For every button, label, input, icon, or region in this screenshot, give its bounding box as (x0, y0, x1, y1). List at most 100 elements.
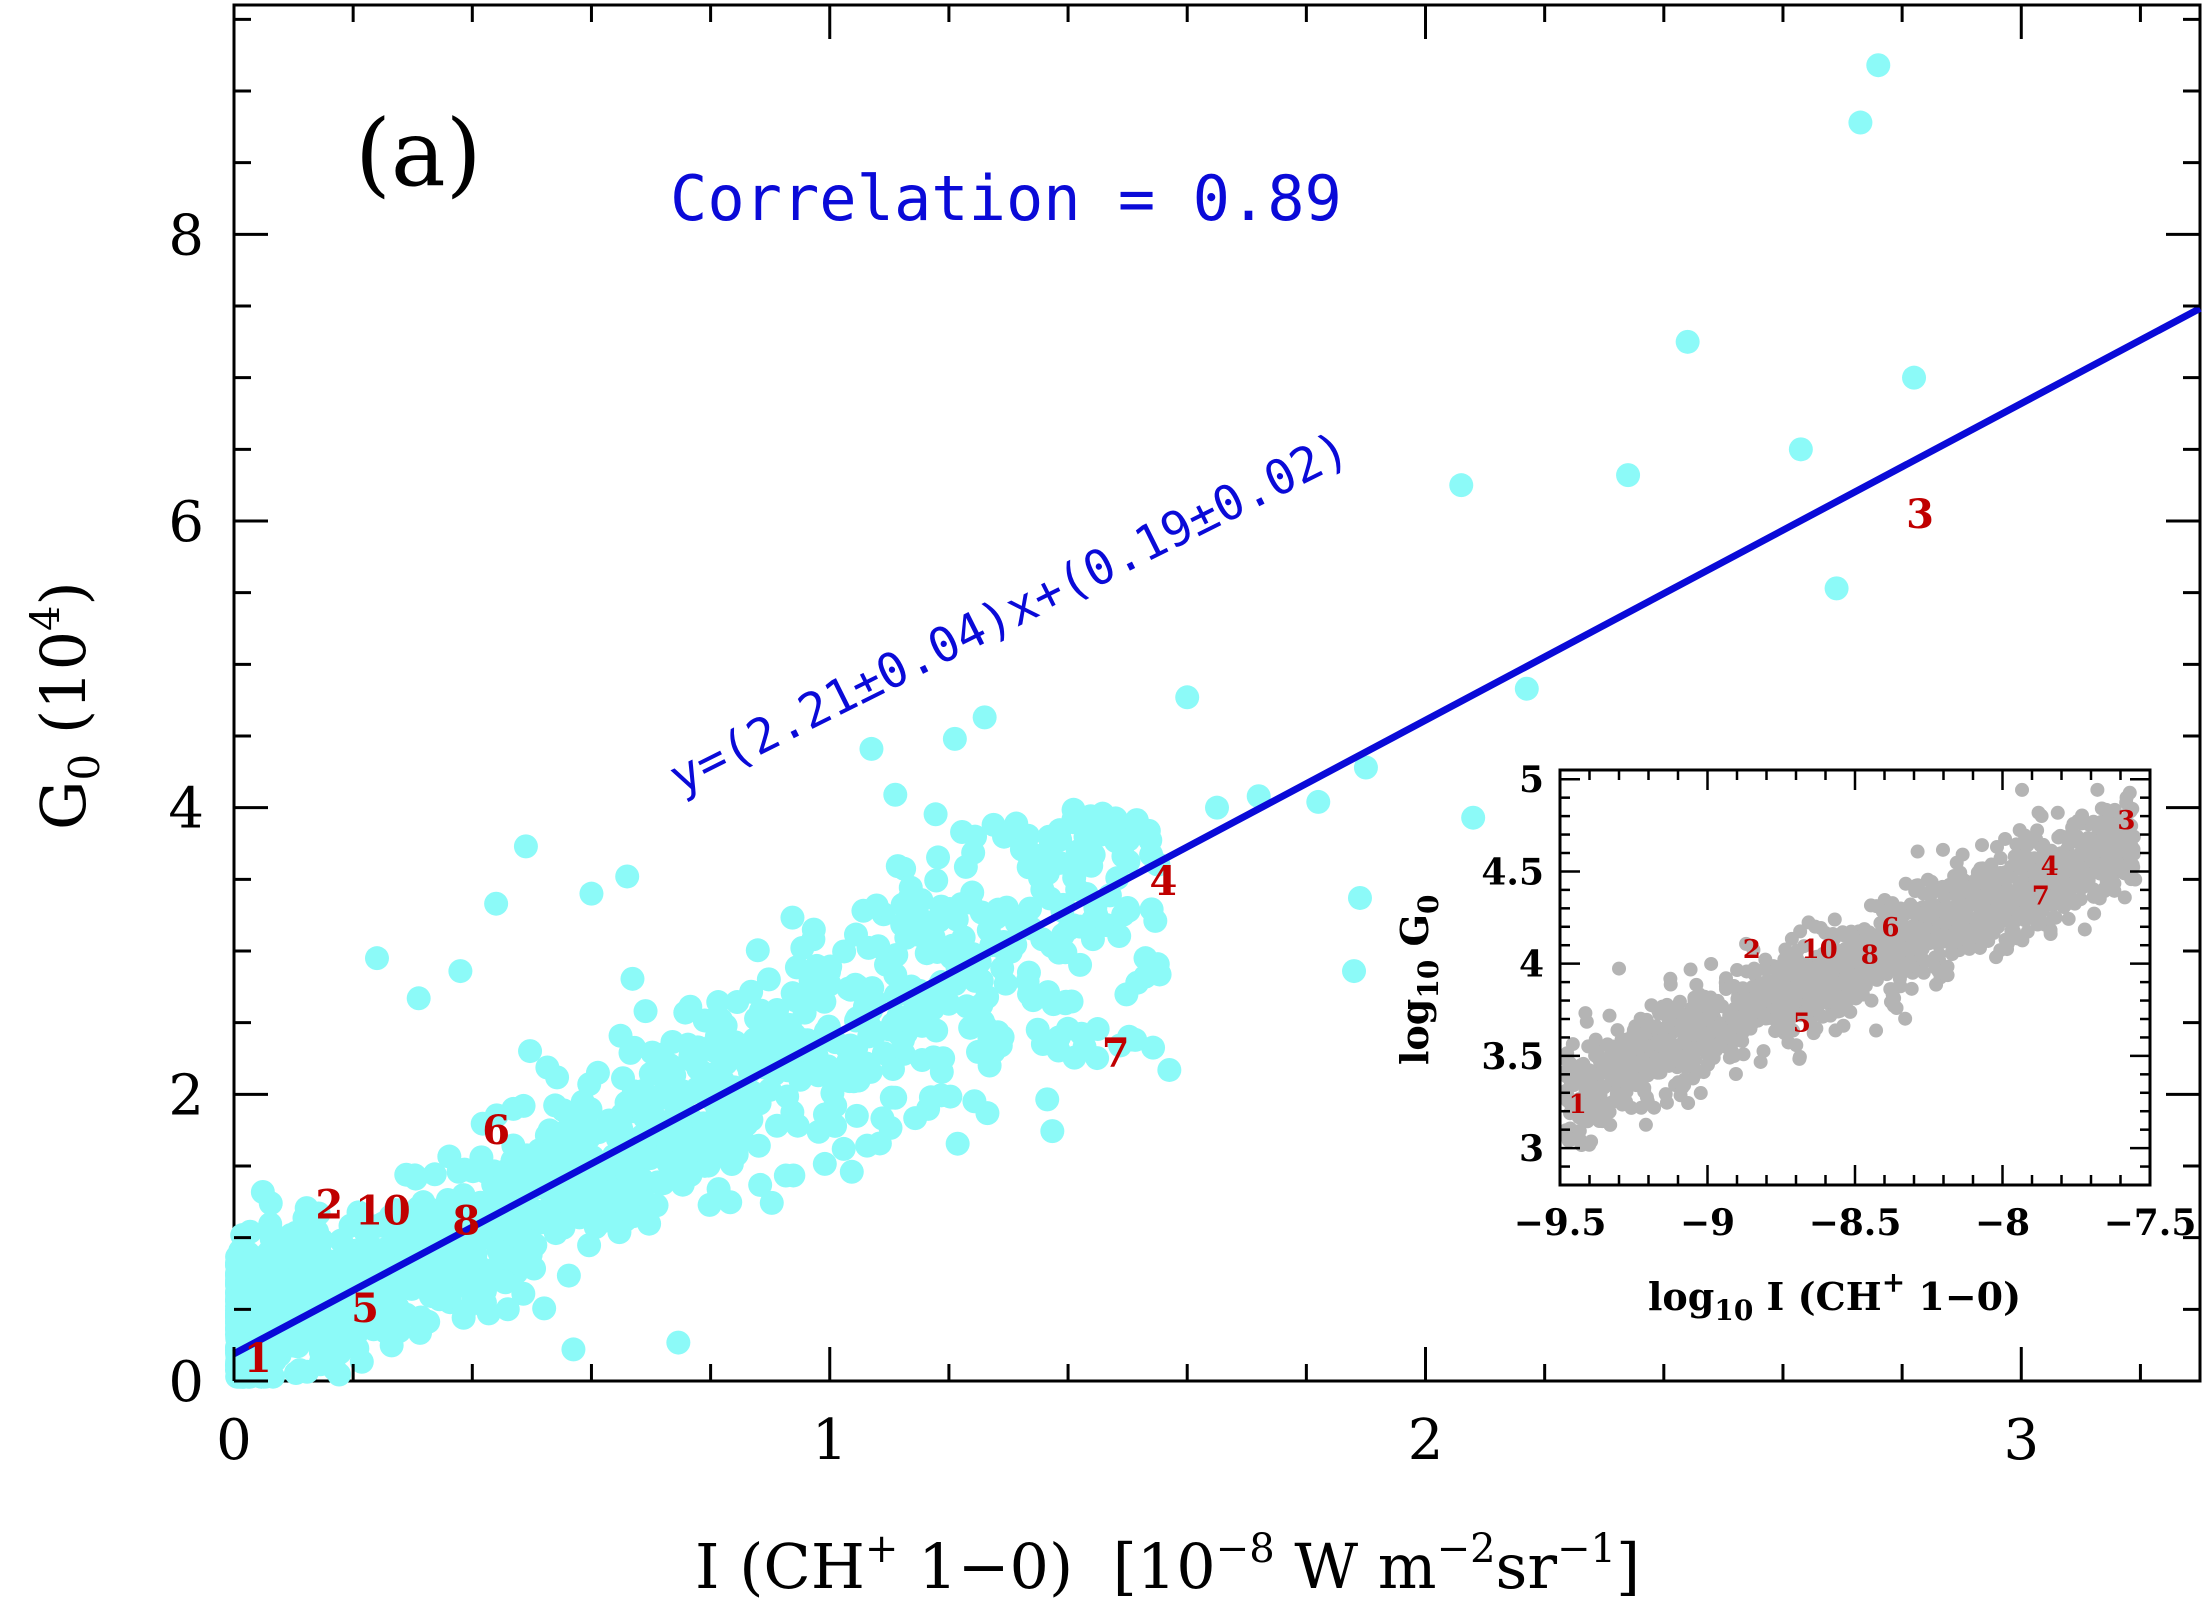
inset-data-point (2066, 849, 2081, 864)
data-point (395, 1230, 420, 1255)
inset-data-point (1946, 926, 1961, 941)
data-point (870, 1106, 895, 1131)
region-label: 4 (1149, 858, 1177, 905)
main-axis-ticks (232, 5, 2200, 1383)
data-point (387, 1319, 412, 1344)
inset-data-point (1560, 1046, 1575, 1061)
data-point (781, 1163, 806, 1188)
data-point (1138, 828, 1163, 853)
inset-data-point (1693, 991, 1708, 1006)
inset-x-axis-title-sup: + (1882, 1266, 1905, 1299)
data-point (258, 1218, 283, 1243)
inset-y-tick-label: 4 (1519, 944, 1544, 986)
inset-region-label: 1 (1569, 1090, 1587, 1120)
data-point (756, 967, 781, 992)
inset-data-point (1823, 980, 1838, 995)
inset-x-tick-label: −9.5 (1514, 1202, 1607, 1244)
inset-data-point (1626, 1070, 1641, 1085)
inset-data-point (2011, 858, 2026, 873)
data-point (823, 1113, 848, 1138)
inset-data-point (1588, 1032, 1603, 1047)
data-point (315, 1261, 340, 1286)
inset-data-point (1985, 877, 2000, 892)
x-tick-label: 3 (2003, 1408, 2039, 1473)
inset-data-point (2002, 869, 2017, 884)
data-point (1514, 676, 1539, 701)
inset-data-point (2055, 852, 2070, 867)
inset-data-point (1638, 1117, 1653, 1132)
correlation-annotation: Correlation = 0.89 (670, 162, 1342, 235)
inset-data-point (1909, 904, 1924, 919)
data-point (812, 1151, 837, 1176)
inset-data-point (1563, 1078, 1578, 1093)
inset-data-point (1827, 931, 1842, 946)
data-point (836, 1050, 861, 1075)
inset-data-point (1898, 876, 1913, 891)
x-tick-label: 1 (812, 1408, 848, 1473)
data-point (1035, 1087, 1060, 1112)
data-point (1205, 795, 1229, 820)
data-point (972, 705, 997, 730)
data-point (929, 936, 954, 961)
inset-data-point (1905, 919, 1920, 934)
data-point (963, 968, 988, 993)
data-point (988, 1033, 1013, 1058)
data-point (926, 845, 951, 870)
data-point (696, 1153, 721, 1178)
data-point (1067, 853, 1092, 878)
inset-region-label: 10 (1802, 935, 1838, 965)
data-point (438, 1207, 463, 1232)
data-point (942, 726, 967, 751)
inset-data-point (1610, 1023, 1625, 1038)
inset-data-point (1857, 922, 1872, 937)
data-point (666, 1330, 691, 1355)
inset-data-point (1827, 912, 1842, 927)
inset-data-point (1927, 884, 1942, 899)
inset-data-point (1572, 1123, 1587, 1138)
data-point (1306, 789, 1331, 814)
inset-data-point (1724, 979, 1739, 994)
data-point (402, 1163, 427, 1188)
inset-data-point (1789, 959, 1804, 974)
data-point (1107, 924, 1132, 949)
data-point (706, 990, 731, 1015)
data-point (910, 1048, 935, 1073)
inset-y-axis-title-sub2: 0 (1412, 895, 1445, 914)
main-scatter-points (224, 53, 1927, 1389)
y-axis-title-end: ) (27, 581, 100, 605)
y-axis-title-main: G (27, 780, 100, 830)
inset-data-point (1848, 969, 1863, 984)
data-point (1788, 437, 1813, 462)
inset-data-point (1937, 915, 1952, 930)
inset-data-point (2010, 931, 2025, 946)
inset-y-tick-label: 3.5 (1481, 1036, 1544, 1078)
data-point (981, 812, 1006, 837)
inset-data-point (1672, 994, 1687, 1009)
inset-data-point (1909, 878, 1924, 893)
inset-data-point (1620, 1054, 1635, 1069)
data-point (897, 886, 922, 911)
inset-data-point (1689, 977, 1704, 992)
inset-data-point (2104, 824, 2119, 839)
data-point (607, 1220, 632, 1245)
inset-data-point (1693, 1086, 1708, 1101)
x-tick-label: 0 (216, 1408, 252, 1473)
data-point (1025, 1017, 1050, 1042)
data-point (1824, 576, 1849, 601)
inset-data-point (1585, 1065, 1600, 1080)
inset-data-point (1929, 977, 1944, 992)
data-point (883, 1085, 908, 1110)
data-point (561, 1337, 586, 1362)
inset-data-point (2119, 790, 2134, 805)
data-point (832, 939, 857, 964)
data-point (697, 1192, 722, 1217)
data-point (944, 907, 969, 932)
data-point (229, 1309, 254, 1334)
data-point (503, 1164, 528, 1189)
data-point (880, 1012, 905, 1037)
region-label: 6 (482, 1107, 510, 1154)
inset-data-point (1673, 1088, 1688, 1103)
data-point (287, 1358, 312, 1383)
inset-data-point (1869, 1023, 1884, 1038)
